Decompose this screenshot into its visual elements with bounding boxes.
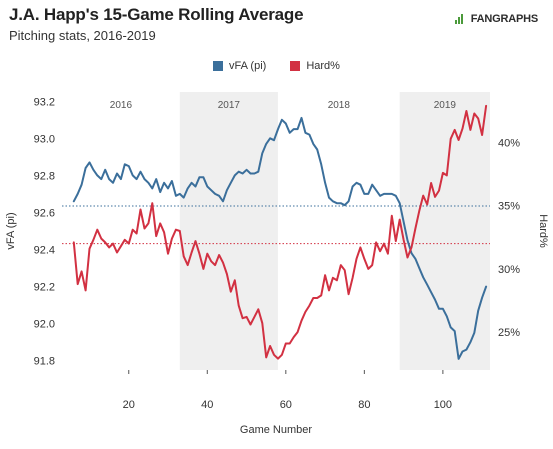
x-tick-label: 20 <box>123 399 135 411</box>
series-line-vfa <box>72 116 488 360</box>
y-left-tick-label: 92.0 <box>34 319 55 331</box>
legend-swatch-vfa <box>213 61 224 71</box>
y-right-axis-title: Hard% <box>537 214 549 248</box>
season-label-2018: 2018 <box>328 100 351 111</box>
fangraphs-logo: FANGRAPHS <box>454 13 538 25</box>
x-tick-label: 80 <box>358 399 370 411</box>
season-label-2017: 2017 <box>218 100 241 111</box>
x-tick-label: 40 <box>201 399 213 411</box>
series-line-hard <box>72 104 488 360</box>
y-left-tick-label: 91.8 <box>34 356 55 368</box>
y-right-tick-label: 40% <box>498 138 520 150</box>
y-right-tick-label: 35% <box>498 201 520 213</box>
chart-legend: vFA (pi) Hard% <box>0 60 553 72</box>
y-left-tick-label: 93.0 <box>34 133 55 145</box>
y-left-axis-title: vFA (pi) <box>5 212 17 249</box>
chart-subtitle: Pitching stats, 2016-2019 <box>9 28 156 43</box>
legend-swatch-hard <box>290 61 301 71</box>
y-right-tick-label: 30% <box>498 264 520 276</box>
y-left-tick-label: 92.2 <box>34 282 55 294</box>
y-right-tick-label: 25% <box>498 327 520 339</box>
brand-name: FANGRAPHS <box>470 13 538 25</box>
legend-label-vfa: vFA (pi) <box>229 60 267 72</box>
y-left-tick-label: 92.6 <box>34 207 55 219</box>
season-label-2016: 2016 <box>110 100 133 111</box>
legend-item-vfa[interactable]: vFA (pi) <box>213 60 266 72</box>
chart-title: J.A. Happ's 15-Game Rolling Average <box>9 5 304 24</box>
season-band-2019 <box>399 92 490 370</box>
y-left-tick-label: 92.8 <box>34 170 55 182</box>
x-tick-label: 60 <box>280 399 292 411</box>
season-label-2019: 2019 <box>434 100 457 111</box>
legend-item-hard[interactable]: Hard% <box>290 60 340 72</box>
x-axis-title: Game Number <box>240 424 312 436</box>
y-left-tick-label: 93.2 <box>34 96 55 108</box>
legend-label-hard: Hard% <box>306 60 340 72</box>
y-left-tick-label: 92.4 <box>34 245 55 257</box>
x-tick-label: 100 <box>434 399 452 411</box>
bar-chart-icon <box>454 14 465 24</box>
